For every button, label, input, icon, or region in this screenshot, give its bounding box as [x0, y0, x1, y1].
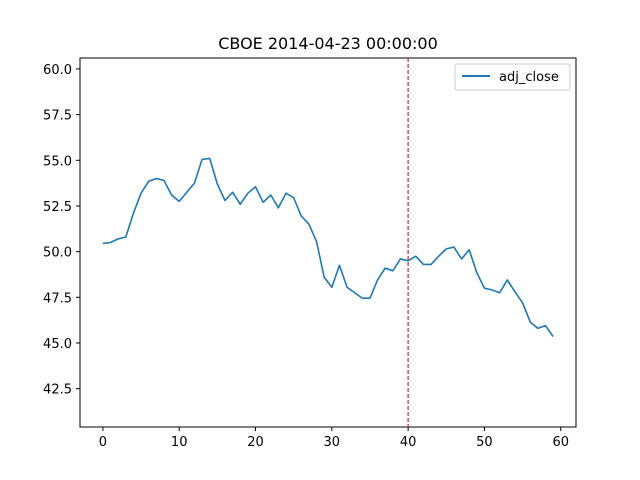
chart-title: CBOE 2014-04-23 00:00:00 — [218, 34, 438, 53]
y-tick-label: 57.5 — [43, 109, 72, 124]
y-tick-label: 47.5 — [43, 291, 72, 306]
y-tick-label: 52.5 — [43, 200, 72, 215]
legend: adj_close — [454, 63, 571, 91]
y-tick-label: 55.0 — [43, 154, 72, 169]
legend-box — [454, 63, 571, 91]
y-axis: 42.5 45.0 47.5 50.0 52.5 55.0 57.5 60.0 — [43, 63, 80, 398]
x-tick-label: 40 — [400, 435, 417, 450]
x-tick-label: 20 — [247, 435, 264, 450]
plot-area — [79, 57, 577, 428]
series-layer — [102, 58, 554, 427]
x-tick-label: 60 — [552, 435, 569, 450]
y-tick-label: 45.0 — [43, 337, 72, 352]
x-tick-label: 30 — [324, 435, 341, 450]
plot-frame — [79, 57, 577, 428]
x-tick-label: 0 — [99, 435, 107, 450]
y-tick-label: 42.5 — [43, 383, 72, 398]
legend-label-adj-close: adj_close — [499, 70, 559, 85]
y-tick-label: 50.0 — [43, 246, 72, 261]
x-tick-label: 50 — [476, 435, 493, 450]
x-axis: 0 10 20 30 40 50 60 — [99, 427, 569, 450]
x-tick-label: 10 — [171, 435, 188, 450]
y-tick-label: 60.0 — [43, 63, 72, 78]
series-line-adj-close — [102, 157, 554, 338]
